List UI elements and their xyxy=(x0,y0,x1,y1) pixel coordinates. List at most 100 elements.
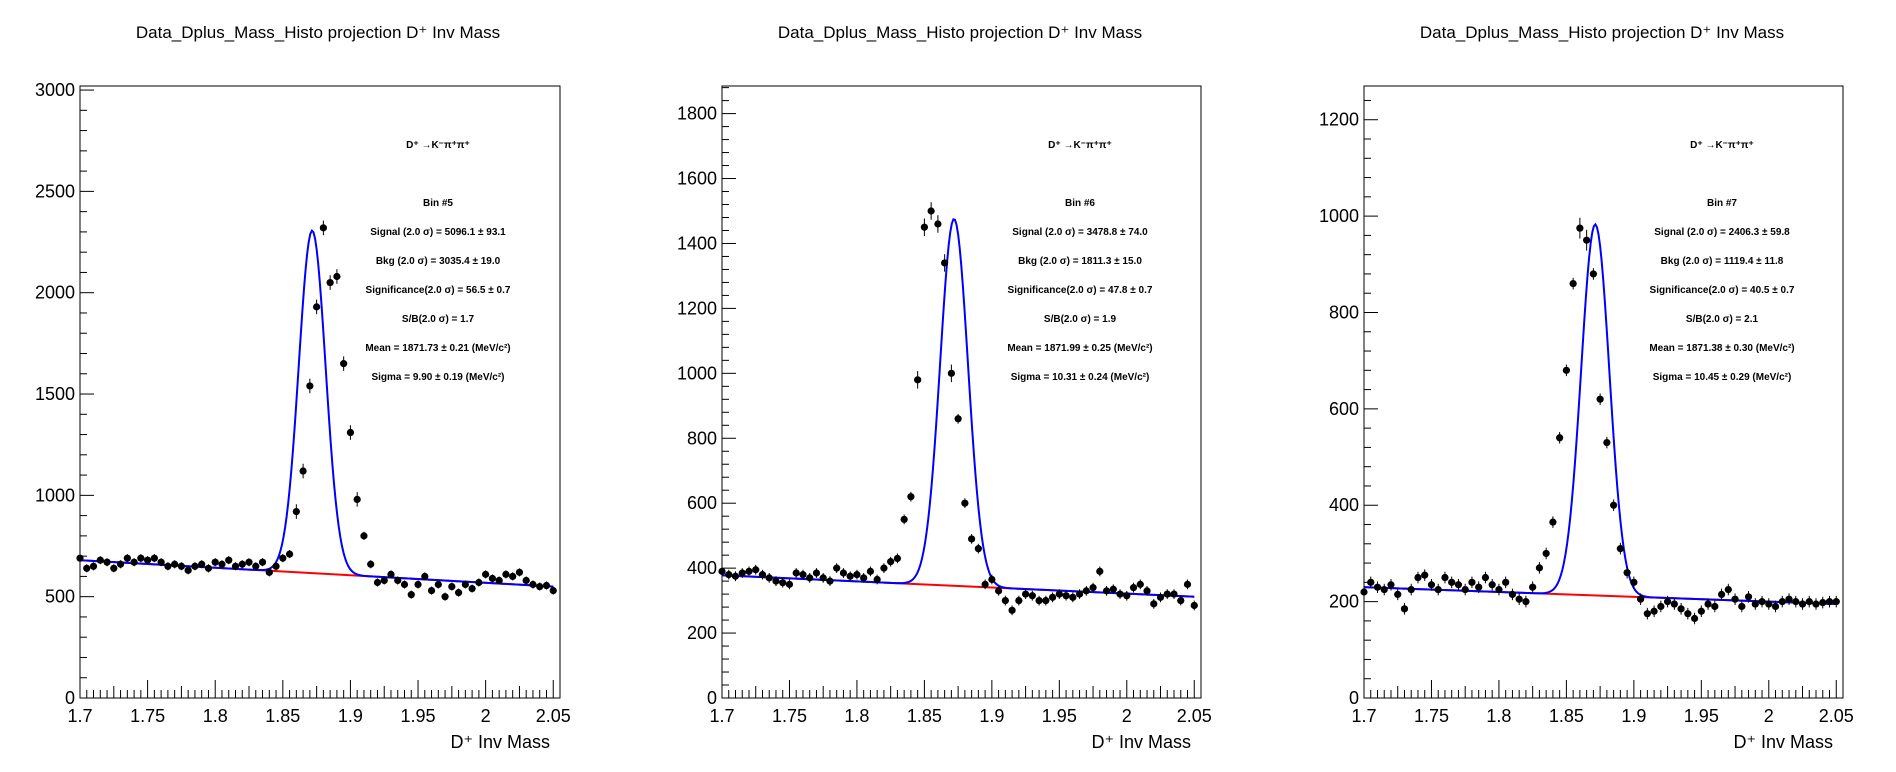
data-point xyxy=(1461,585,1469,594)
data-point xyxy=(873,575,881,584)
data-point xyxy=(914,376,922,384)
data-point xyxy=(745,567,753,575)
data-point xyxy=(495,576,503,585)
data-point xyxy=(954,415,962,423)
y-tick-label: 500 xyxy=(45,587,75,607)
chart-panel-3: Data_Dplus_Mass_Histo projection D⁺ Inv … xyxy=(1319,23,1854,752)
data-point xyxy=(292,507,300,516)
data-point xyxy=(1183,580,1192,588)
fit-stats-line: Bkg (2.0 σ) = 1119.4 ± 11.8 xyxy=(1661,256,1784,267)
data-point xyxy=(157,558,165,566)
data-point xyxy=(1677,605,1685,613)
data-point xyxy=(198,560,206,568)
data-point xyxy=(1062,592,1070,600)
data-point xyxy=(772,577,780,585)
data-point xyxy=(1001,596,1009,605)
y-tick-label: 600 xyxy=(1329,399,1359,419)
x-tick-label: 1.7 xyxy=(67,706,92,726)
data-point xyxy=(1549,518,1557,526)
data-point xyxy=(988,575,996,584)
data-point xyxy=(1015,596,1023,605)
y-tick-label: 1000 xyxy=(677,363,717,383)
plot-frame xyxy=(721,85,1202,699)
data-point xyxy=(1630,578,1638,586)
decay-label: D⁺ →K⁻π⁺π⁺ xyxy=(1690,140,1754,151)
fit-stats-line: Sigma = 10.45 ± 0.29 (MeV/c²) xyxy=(1653,372,1792,383)
data-point xyxy=(373,578,382,587)
data-point xyxy=(1596,395,1604,403)
y-tick-label: 600 xyxy=(687,493,717,513)
data-point xyxy=(272,562,280,570)
data-point xyxy=(1143,587,1151,595)
fit-stats-line: Significance(2.0 σ) = 47.8 ± 0.7 xyxy=(1008,285,1153,296)
data-point xyxy=(880,564,888,572)
data-point xyxy=(1711,602,1719,611)
data-point xyxy=(238,560,246,568)
decay-label: D⁺ →K⁻π⁺π⁺ xyxy=(1048,140,1112,151)
y-tick-label: 0 xyxy=(1349,688,1359,708)
data-point xyxy=(529,580,537,589)
data-point xyxy=(1177,596,1185,605)
data-point xyxy=(819,574,827,582)
data-point xyxy=(1394,590,1402,598)
x-tick-label: 2.05 xyxy=(1819,706,1854,726)
data-point xyxy=(1650,607,1658,615)
chart-panel-2: Data_Dplus_Mass_Histo projection D⁺ Inv … xyxy=(677,23,1212,752)
data-point xyxy=(1048,593,1057,601)
data-point xyxy=(846,572,854,580)
data-point xyxy=(96,556,104,564)
data-point xyxy=(1562,366,1570,374)
y-tick-label: 1400 xyxy=(677,233,717,253)
data-point xyxy=(1771,602,1780,611)
y-tick-label: 200 xyxy=(687,623,717,643)
y-tick-label: 1200 xyxy=(677,298,717,318)
x-tick-label: 1.8 xyxy=(1486,706,1511,726)
x-tick-label: 1.95 xyxy=(1042,706,1077,726)
x-tick-label: 1.85 xyxy=(265,706,300,726)
data-point xyxy=(1623,569,1631,577)
data-point xyxy=(1751,600,1759,608)
data-point xyxy=(1069,593,1077,601)
data-point xyxy=(1535,564,1544,572)
fit-stats-line: Bin #7 xyxy=(1707,198,1737,209)
data-point xyxy=(346,428,355,437)
data-point xyxy=(1825,598,1834,606)
data-point xyxy=(718,567,726,575)
data-point xyxy=(319,224,327,232)
data-point xyxy=(76,554,84,562)
x-tick-label: 1.85 xyxy=(1549,706,1584,726)
data-point xyxy=(137,554,145,562)
data-point xyxy=(509,572,517,581)
y-tick-label: 1600 xyxy=(677,169,717,189)
data-point xyxy=(1427,581,1436,589)
data-point xyxy=(752,566,760,574)
data-point xyxy=(427,586,436,595)
y-tick-label: 2000 xyxy=(35,283,75,303)
data-point xyxy=(258,558,267,566)
data-point xyxy=(218,560,226,568)
data-point xyxy=(1136,580,1144,588)
fit-stats-line: Bkg (2.0 σ) = 3035.4 ± 19.0 xyxy=(376,256,501,267)
data-point xyxy=(1407,585,1415,594)
data-point xyxy=(779,579,787,587)
fit-stats-line: Bkg (2.0 σ) = 1811.3 ± 15.0 xyxy=(1018,256,1142,267)
data-point xyxy=(1454,581,1463,589)
x-axis-title: D⁺ Inv Mass xyxy=(1091,732,1191,752)
fit-stats-line: Signal (2.0 σ) = 5096.1 ± 93.1 xyxy=(370,227,506,238)
data-point xyxy=(853,571,861,579)
data-point xyxy=(1515,595,1523,603)
data-point xyxy=(738,569,746,577)
data-point xyxy=(1690,614,1699,623)
data-point xyxy=(1542,549,1550,558)
data-point xyxy=(1704,600,1712,608)
decay-label: D⁺ →K⁻π⁺π⁺ xyxy=(406,140,470,151)
data-point xyxy=(806,574,814,582)
data-point xyxy=(1643,610,1651,618)
y-tick-label: 0 xyxy=(707,688,717,708)
data-point xyxy=(144,556,152,564)
data-point xyxy=(1778,598,1786,606)
data-point xyxy=(468,584,476,593)
data-point xyxy=(1785,595,1793,603)
data-point xyxy=(1102,587,1111,595)
data-point xyxy=(1522,598,1530,606)
